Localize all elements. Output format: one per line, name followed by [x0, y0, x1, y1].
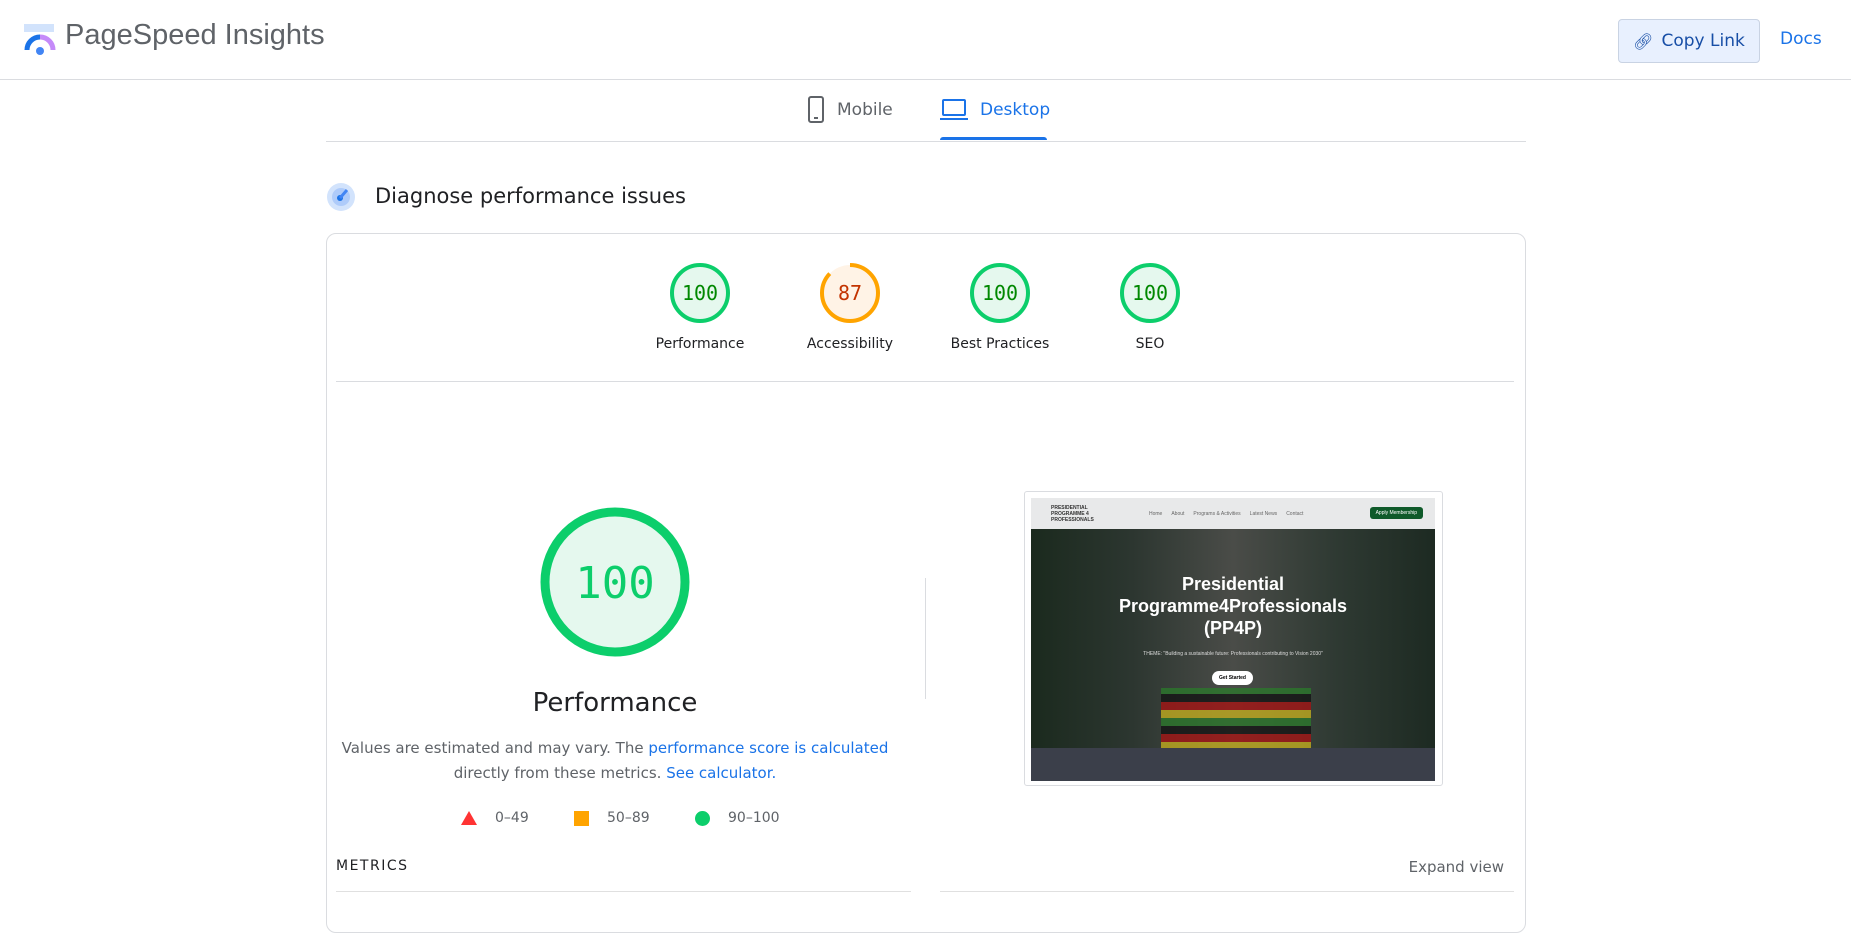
screenshot-nav-item: Contact	[1286, 510, 1304, 517]
score-calculation-link[interactable]: performance score is calculated	[648, 739, 889, 757]
circle-icon	[695, 810, 710, 826]
header: PageSpeed Insights 🔗︎ Copy Link Docs	[0, 0, 1851, 80]
screenshot-nav-item: Latest News	[1249, 510, 1278, 517]
screenshot-heading-line: (PP4P)	[1203, 618, 1263, 638]
screenshot-heading: Presidential Programme4Professionals (PP…	[1031, 573, 1435, 639]
score-gauge-best-practices[interactable]: 100 Best Practices	[935, 262, 1065, 352]
performance-description: Values are estimated and may vary. The p…	[340, 736, 890, 786]
legend-label: 0–49	[495, 810, 529, 826]
copy-link-button[interactable]: 🔗︎ Copy Link	[1618, 19, 1760, 63]
final-screenshot: PRESIDENTIAL PROGRAMME 4 PROFESSIONALS H…	[1024, 491, 1443, 786]
lighthouse-gauge-icon	[327, 183, 355, 211]
tab-mobile[interactable]: Mobile	[807, 96, 893, 140]
link-icon: 🔗︎	[1633, 31, 1654, 51]
screenshot-nav-item: Home	[1149, 510, 1163, 517]
tab-mobile-label: Mobile	[837, 100, 893, 120]
phone-icon	[808, 96, 824, 123]
screenshot-scarf	[1161, 688, 1311, 758]
score-value: 100	[1132, 281, 1168, 305]
screenshot-get-started: Get Started	[1212, 671, 1253, 685]
score-ring: 100	[670, 263, 730, 323]
score-gauge-seo[interactable]: 100 SEO	[1085, 262, 1215, 352]
score-gauge-accessibility[interactable]: 87 Accessibility	[785, 262, 915, 352]
score-ring: 87	[820, 263, 880, 323]
screenshot-logo: PRESIDENTIAL PROGRAMME 4 PROFESSIONALS	[1051, 504, 1094, 523]
screenshot-navbar: PRESIDENTIAL PROGRAMME 4 PROFESSIONALS H…	[1031, 498, 1435, 529]
legend-pass: 90–100	[695, 810, 780, 826]
screenshot-nav-item: Programs & Activities	[1193, 510, 1241, 517]
screenshot-nav-item: About	[1171, 510, 1185, 517]
tab-desktop-label: Desktop	[980, 100, 1051, 120]
legend-label: 50–89	[607, 810, 650, 826]
desc-text: directly from these metrics.	[453, 764, 667, 782]
metrics-heading: METRICS	[336, 858, 409, 874]
docs-link[interactable]: Docs	[1780, 29, 1822, 49]
active-tab-indicator	[940, 137, 1047, 140]
app-title: PageSpeed Insights	[65, 19, 325, 51]
performance-title: Performance	[532, 688, 698, 718]
vertical-divider	[925, 578, 926, 699]
tabs-divider	[326, 141, 1526, 142]
score-value: 100	[682, 281, 718, 305]
pagespeed-logo-icon	[24, 24, 56, 55]
legend-average: 50–89	[574, 810, 650, 826]
scores-divider	[336, 381, 1514, 382]
screenshot-heading-line: Programme4Professionals	[1118, 596, 1348, 616]
triangle-icon	[461, 811, 477, 825]
expand-view-button[interactable]: Expand view	[1408, 858, 1504, 876]
score-value: 100	[982, 281, 1018, 305]
score-value: 87	[838, 281, 862, 305]
laptop-icon	[940, 99, 968, 120]
score-gauge-performance[interactable]: 100 Performance	[635, 262, 765, 352]
square-icon	[574, 810, 589, 826]
performance-score: 100	[575, 558, 654, 609]
score-label: SEO	[1135, 336, 1165, 352]
score-ring: 100	[970, 263, 1030, 323]
copy-link-label: Copy Link	[1661, 31, 1745, 51]
screenshot-podium	[1031, 748, 1435, 781]
screenshot-theme: THEME: "Building a sustainable future: P…	[1143, 651, 1323, 657]
score-label: Accessibility	[806, 336, 894, 352]
legend-label: 90–100	[728, 810, 780, 826]
score-label: Performance	[655, 336, 745, 352]
calculator-link[interactable]: See calculator.	[666, 764, 777, 782]
legend-fail: 0–49	[461, 810, 529, 826]
metrics-divider	[336, 891, 911, 892]
metrics-divider	[940, 891, 1514, 892]
desc-text: Values are estimated and may vary. The	[341, 739, 649, 757]
performance-gauge: 100	[540, 507, 690, 661]
tab-desktop[interactable]: Desktop	[940, 96, 1050, 140]
score-ring: 100	[1120, 263, 1180, 323]
screenshot-apply-button: Apply Membership	[1369, 507, 1423, 519]
section-title: Diagnose performance issues	[375, 184, 686, 208]
score-label: Best Practices	[950, 336, 1050, 352]
screenshot-heading-line: Presidential	[1181, 574, 1285, 594]
